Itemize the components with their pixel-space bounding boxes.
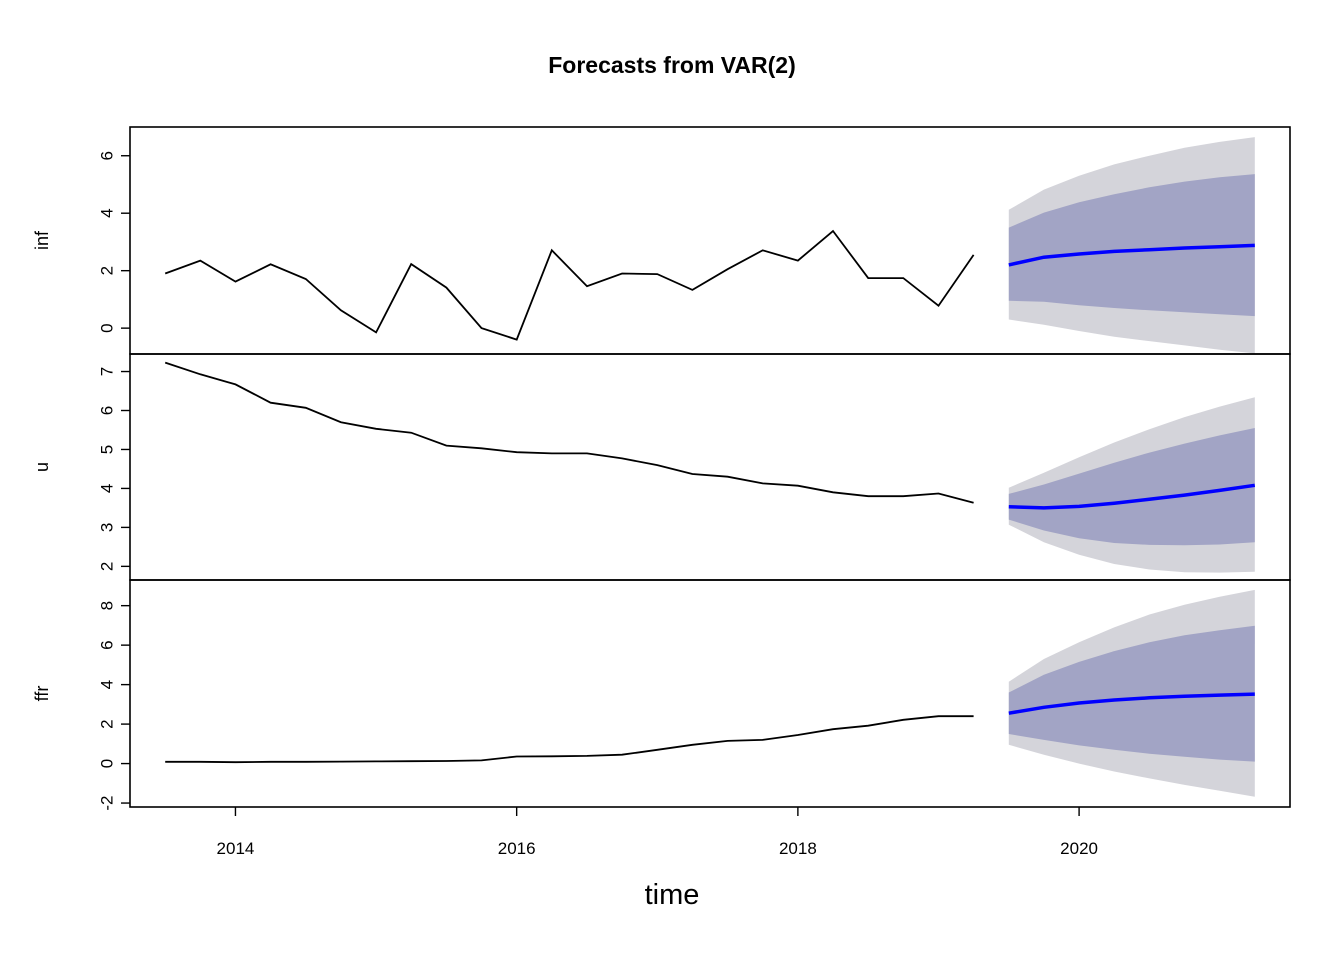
inf-y-tick-label: 6: [98, 151, 117, 160]
x-tick-label: 2020: [1060, 839, 1098, 858]
u-y-tick-label: 6: [98, 406, 117, 415]
x-axis-label: time: [645, 879, 700, 911]
inf-forecast-line: [1008, 243, 1255, 267]
u-history-line: [164, 361, 974, 504]
ffr-panel-frame: [129, 579, 1291, 808]
ffr-y-tick-label: 0: [98, 759, 117, 768]
u-y-tick-label: 4: [98, 484, 117, 493]
ffr-forecast-line: [1008, 692, 1255, 715]
inf-y-tick-label: 0: [98, 323, 117, 332]
u-axis-label: u: [32, 462, 52, 472]
x-tick-label: 2016: [498, 839, 536, 858]
ffr-y-tick-label: 4: [98, 680, 117, 689]
ffr-history-line: [165, 715, 974, 764]
u-forecast-line: [1008, 483, 1256, 510]
u-band-80: [1008, 428, 1255, 546]
u-y-tick-label: 5: [98, 445, 117, 454]
ffr-axis-label: ffr: [32, 686, 52, 702]
ffr-band-80: [1008, 625, 1255, 762]
ffr-y-tick-label: 6: [98, 640, 117, 649]
x-tick-label: 2018: [779, 839, 817, 858]
inf-axis-label: inf: [32, 230, 52, 250]
panel-ffr: -2 0 2 4 6 8 ffr: [32, 579, 1291, 811]
inf-history-line: [164, 229, 975, 341]
inf-y-tick-label: 2: [98, 266, 117, 275]
ffr-y-tick-label: 8: [98, 601, 117, 610]
chart-title: Forecasts from VAR(2): [548, 52, 796, 78]
x-tick-label: 2014: [217, 839, 255, 858]
u-y-tick-label: 3: [98, 523, 117, 532]
u-y-tick-label: 2: [98, 562, 117, 571]
chart-panels: 0 2 4 6 inf 2 3 4 5 6 7 u -2 0 2 4 6 8 ffr: [32, 126, 1291, 811]
ffr-y-tick-label: 2: [98, 719, 117, 728]
inf-y-tick-label: 4: [98, 208, 117, 217]
x-axis: 2014 2016 2018 2020: [217, 807, 1098, 858]
u-y-tick-label: 7: [98, 367, 117, 376]
panel-u: 2 3 4 5 6 7 u: [32, 353, 1291, 581]
ffr-y-tick-label: -2: [98, 795, 117, 810]
inf-band-80: [1008, 174, 1255, 317]
panel-inf: 0 2 4 6 inf: [32, 126, 1291, 355]
